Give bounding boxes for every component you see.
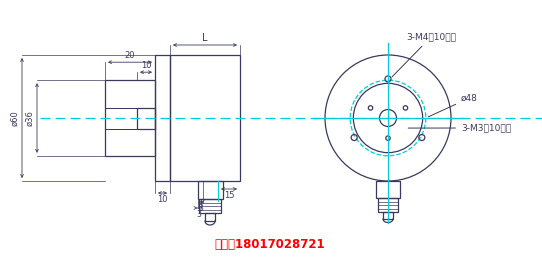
Text: 15: 15: [224, 191, 234, 200]
Text: ø60: ø60: [10, 110, 19, 126]
Text: 10: 10: [141, 61, 151, 70]
Bar: [383, 212, 393, 219]
Bar: [378, 198, 398, 212]
Text: 3-M3深10均布: 3-M3深10均布: [408, 124, 511, 133]
Text: 手机：18017028721: 手机：18017028721: [215, 238, 325, 252]
Bar: [155, 55, 170, 181]
Bar: [376, 181, 400, 198]
Bar: [205, 213, 215, 221]
Bar: [105, 80, 155, 156]
Bar: [170, 55, 240, 181]
Bar: [199, 199, 221, 213]
Text: 3-M4深10均布: 3-M4深10均布: [392, 33, 456, 77]
Text: 10: 10: [157, 195, 168, 204]
Text: ø36: ø36: [25, 110, 34, 126]
Text: 20: 20: [125, 51, 136, 60]
Bar: [197, 181, 223, 199]
Text: 3: 3: [197, 210, 202, 219]
Text: ø48: ø48: [428, 93, 478, 117]
Bar: [137, 108, 155, 128]
Text: 3: 3: [198, 204, 203, 213]
Text: L: L: [202, 33, 208, 43]
